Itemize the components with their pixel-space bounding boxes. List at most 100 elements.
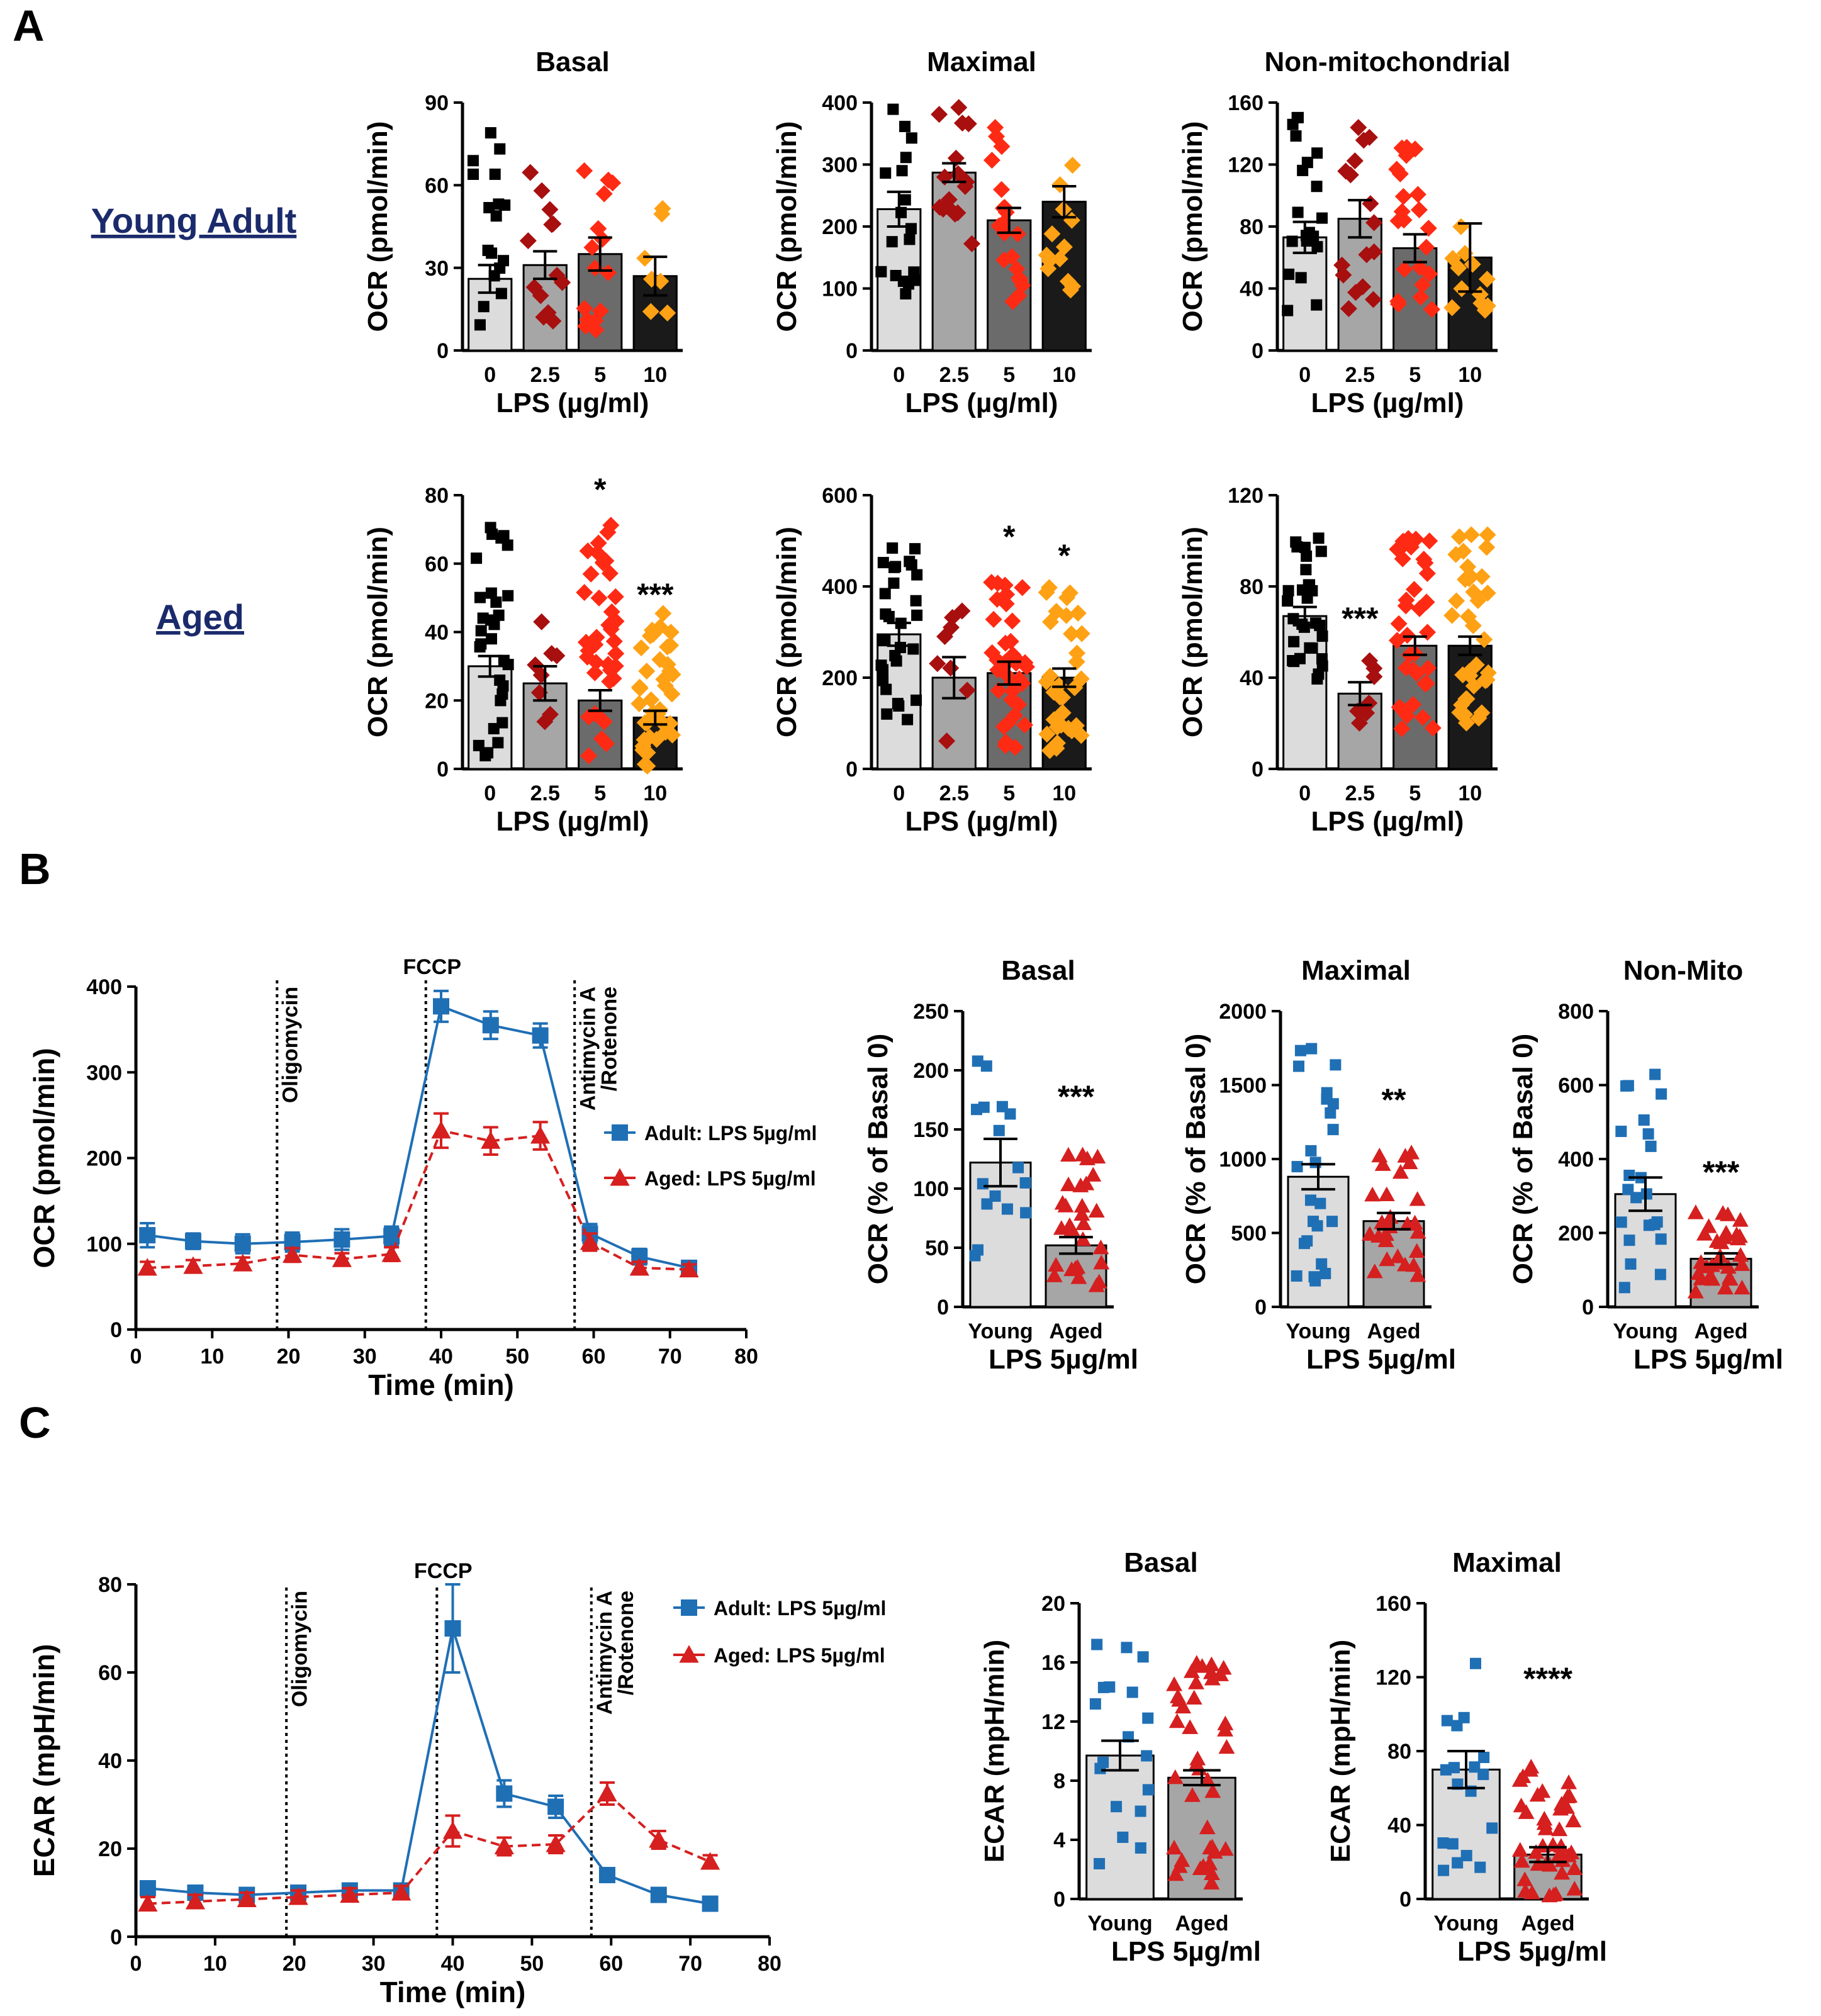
data-point [1389,1248,1406,1263]
data-point [332,1249,352,1267]
x-axis-label: LPS (µg/ml) [1311,806,1464,837]
data-point [1734,1256,1751,1271]
data-point [1469,1657,1481,1669]
y-tick-label: 0 [437,758,449,781]
data-point [1311,241,1323,253]
data-point [1536,1815,1553,1830]
y-tick-label: 2000 [1219,1000,1267,1024]
injection-label: Oligomycin [279,987,303,1103]
data-point [1390,615,1408,632]
bar [1282,236,1328,352]
x-axis-label: Time (min) [380,1976,526,2008]
data-point [467,155,479,167]
data-point [1299,541,1311,553]
data-point [1418,564,1436,582]
data-point [1291,1161,1303,1173]
data-point [1038,673,1055,690]
data-point [479,750,491,762]
y-tick-label: 0 [110,1925,122,1949]
data-point [522,164,539,181]
data-point [1474,1861,1486,1873]
data-point [490,596,502,608]
significance-label: *** [1058,1079,1095,1114]
injection-label: /Rotenone [614,1591,638,1695]
data-point [1464,617,1482,634]
y-axis-label: OCR (% of Basal 0) [1508,1034,1538,1285]
data-point [1516,1871,1533,1886]
data-point [530,684,548,702]
data-point [237,1889,257,1907]
data-point [1655,1233,1667,1245]
data-point [1638,1114,1650,1126]
x-tick-label: 5 [1409,363,1421,387]
y-tick-label: 600 [822,484,858,508]
data-point [233,1253,253,1272]
data-point [1079,1150,1095,1165]
data-point [482,1017,499,1034]
legend-marker [681,1599,697,1616]
data-point [1313,532,1325,544]
data-point [1448,592,1465,610]
legend-label: Aged: LPS 5µg/ml [644,1167,816,1190]
data-point [946,205,964,223]
y-tick-label: 90 [425,91,449,115]
data-point [1326,1216,1338,1228]
data-point [1287,118,1299,130]
data-point [650,1886,667,1903]
data-point [1063,1261,1080,1277]
data-point [972,1055,983,1067]
data-point [601,564,619,582]
y-tick-label: 200 [1558,1222,1594,1246]
data-point [1327,1098,1339,1110]
y-tick-label: 40 [1387,1814,1411,1838]
data-point [1419,624,1437,641]
data-point [1566,1881,1583,1896]
data-point [1072,1177,1089,1192]
data-point [1053,705,1070,722]
data-point [1141,1750,1153,1762]
data-point [1371,1147,1388,1163]
data-point [282,1245,303,1263]
data-point [1002,632,1019,650]
y-tick-label: 400 [86,975,122,999]
x-axis-label: LPS 5µg/ml [1306,1344,1456,1375]
data-point [1447,1838,1459,1850]
data-point [905,559,917,571]
data-point [1089,1698,1101,1710]
x-axis-label: LPS 5µg/ml [1111,1936,1261,1967]
data-point [896,165,908,177]
data-point [1393,203,1411,220]
data-point [1167,1866,1184,1881]
x-tick-label: 0 [893,363,905,387]
chart-c_basal: 0 4 8 12 16 20 ECAR (mpH/min) Basal Young AgedLPS… [979,1547,1261,1967]
data-point [1073,625,1090,642]
data-point [1437,1837,1449,1849]
data-point [1622,1080,1634,1092]
x-tick-label: 0 [893,781,905,805]
x-tick-label: 50 [505,1345,529,1369]
data-point [1019,1177,1031,1189]
data-point [1732,1247,1749,1262]
data-point [496,717,508,729]
x-tick-label: 10 [643,363,667,387]
series-line [147,1628,710,1905]
data-point [1060,1176,1077,1192]
data-point [183,1256,203,1274]
data-point [1135,1805,1146,1817]
data-point [1450,528,1468,546]
data-point [1204,1783,1221,1798]
data-point [1204,1865,1220,1881]
y-axis-label: OCR (pmol/min) [771,121,802,332]
data-point [541,705,559,723]
data-point [598,1867,615,1883]
x-tick-label: Aged [1367,1319,1421,1343]
data-point [1006,739,1024,756]
data-point [1469,1761,1481,1773]
data-point [607,612,625,630]
chart-a_aged_basal: 0 20 40 60 80 OCR (pmol/min) 0 2.5 5 * 10 *** LPS (µ… [362,472,683,837]
data-point [880,167,892,179]
data-point [943,619,960,636]
y-tick-label: 40 [425,621,449,645]
data-point [983,644,1001,661]
